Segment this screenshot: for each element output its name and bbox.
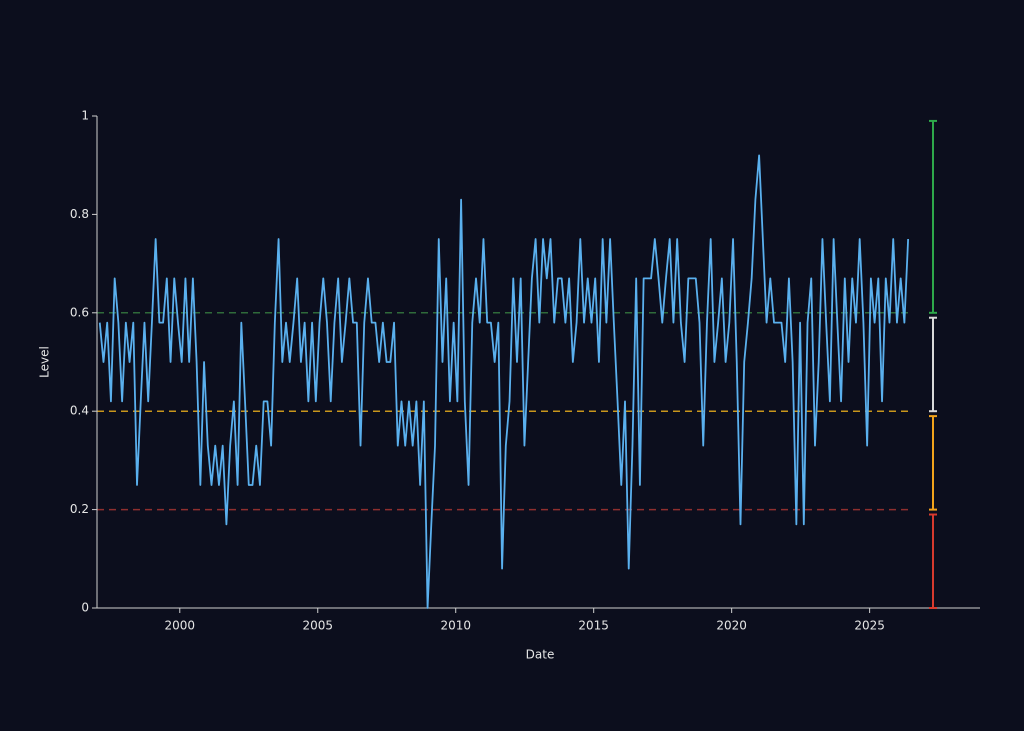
y-tick-label: 0.2	[70, 502, 89, 516]
x-axis-label: Date	[526, 648, 555, 662]
y-tick-label: 0.6	[70, 305, 89, 319]
x-tick-label: 2015	[578, 619, 609, 633]
x-tick-label: 2000	[165, 619, 196, 633]
x-tick-label: 2010	[440, 619, 471, 633]
x-tick-label: 2025	[854, 619, 885, 633]
y-axis-label: Level	[38, 346, 52, 378]
y-tick-label: 0	[81, 601, 89, 615]
y-tick-label: 0.8	[70, 207, 89, 221]
x-tick-label: 2005	[302, 619, 333, 633]
y-tick-label: 0.4	[70, 404, 89, 418]
x-tick-label: 2020	[716, 619, 747, 633]
data-line	[98, 154, 910, 609]
y-tick-label: 1	[81, 109, 89, 123]
